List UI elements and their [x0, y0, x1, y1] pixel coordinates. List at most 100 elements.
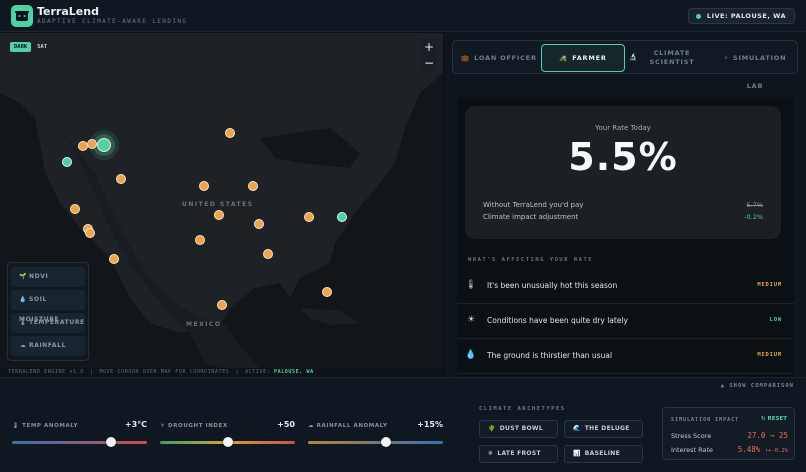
cactus-icon: 🌵: [488, 425, 496, 432]
coordinate-hint: MOVE CURSOR OVER MAP FOR COORDINATES: [99, 369, 230, 375]
farmer-face-icon: [11, 5, 33, 27]
archetype-dust-bowl[interactable]: 🌵 DUST BOWL: [479, 420, 558, 438]
map-pin[interactable]: [225, 128, 235, 138]
archetype-the-deluge[interactable]: 🌊 THE DELUGE: [564, 420, 643, 438]
map-view[interactable]: DARK SAT + − UNITED STATES MEXICO 🌱 NDVI …: [0, 33, 443, 369]
map-pin[interactable]: [85, 228, 95, 238]
tab-loan-officer[interactable]: 💼 LOAN OFFICER: [459, 44, 539, 72]
archetype-label: THE DELUGE: [584, 425, 630, 432]
slider-label: ☁ RAINFALL ANOMALY: [308, 423, 388, 429]
rate-label: Your Rate Today: [595, 124, 651, 132]
map-style-toggle: DARK SAT: [10, 42, 51, 52]
map-pin-palouse[interactable]: [97, 138, 111, 152]
snowflake-icon: ❄: [488, 450, 494, 457]
interest-value: 5.48%: [737, 445, 761, 454]
slider-value: +50: [277, 420, 295, 429]
tab-label: FARMER: [572, 54, 607, 62]
slider-value: +3°C: [124, 420, 147, 429]
map-pin[interactable]: [254, 219, 264, 229]
map-pin[interactable]: [199, 181, 209, 191]
cloud-rain-icon: ☁: [19, 342, 27, 349]
country-label-us: UNITED STATES: [182, 201, 254, 208]
stress-score-row: Stress Score 27.0 → 25: [671, 431, 788, 440]
layer-rainfall[interactable]: ☁ RAINFALL: [11, 336, 85, 356]
reset-button[interactable]: ↻ RESET: [761, 416, 787, 422]
live-location-badge[interactable]: LIVE: PALOUSE, WA: [687, 8, 795, 24]
map-pin[interactable]: [109, 254, 119, 264]
map-status-bar: TERRALEND ENGINE v1.0 | MOVE CURSOR OVER M…: [0, 368, 443, 377]
tractor-icon: 🚜: [559, 54, 569, 62]
factor-row: 💧 The ground is thirstier than usual MED…: [457, 339, 794, 374]
slider-value: +15%: [417, 420, 443, 429]
map-pin[interactable]: [87, 139, 97, 149]
layer-label: RAINFALL: [29, 342, 67, 349]
archetype-label: LATE FROST: [497, 450, 541, 457]
briefcase-icon: 💼: [461, 54, 471, 62]
map-pin[interactable]: [263, 249, 273, 259]
slider-track[interactable]: [308, 441, 443, 444]
slider-thumb[interactable]: [222, 437, 233, 447]
climate-adjustment-row: Climate impact adjustment -0.2%: [483, 213, 763, 221]
flood-icon: 🌊: [573, 425, 581, 432]
slider-track[interactable]: [12, 441, 147, 444]
thermometer-icon: 🌡: [12, 423, 20, 429]
droplet-icon: 💧: [19, 296, 28, 303]
layer-ndvi[interactable]: 🌱 NDVI: [11, 267, 85, 287]
persona-tabs: 💼 LOAN OFFICER 🚜 FARMER 🔬 CLIMATE SCIENTIST …: [452, 40, 798, 90]
live-location-label: LIVE: PALOUSE, WA: [706, 12, 786, 20]
slider-thumb[interactable]: [381, 437, 392, 447]
factor-level: LOW: [769, 317, 782, 323]
droplet-icon: 💧: [465, 350, 477, 360]
layer-temperature[interactable]: 🌡 TEMPERATURE: [11, 313, 85, 333]
farmer-view[interactable]: Your Rate Today 5.5% Without TerraLend y…: [457, 97, 794, 377]
factor-level: MEDIUM: [757, 282, 782, 288]
stress-label: Stress Score: [671, 432, 712, 440]
show-comparison-button[interactable]: ▲ SHOW COMPARISON: [720, 383, 794, 389]
factor-text: Conditions have been quite dry lately: [487, 316, 628, 325]
map-pin[interactable]: [62, 157, 72, 167]
map-pin[interactable]: [214, 210, 224, 220]
simulation-impact-card: SIMULATION IMPACT ↻ RESET Stress Score 2…: [662, 407, 795, 460]
rate-value: 5.5%: [568, 135, 678, 179]
map-pin[interactable]: [248, 181, 258, 191]
zoom-out-button[interactable]: −: [423, 56, 435, 70]
thermometer-icon: 🌡: [465, 280, 477, 290]
map-pin[interactable]: [304, 212, 314, 222]
zoom-controls: + −: [421, 39, 437, 71]
map-pin[interactable]: [195, 235, 205, 245]
leaf-icon: 🌱: [19, 273, 28, 280]
map-pin[interactable]: [322, 287, 332, 297]
slider-label: ☀ DROUGHT INDEX: [160, 423, 228, 429]
toggle-dark[interactable]: DARK: [10, 42, 32, 52]
adjustment-value: -0.2%: [744, 213, 763, 221]
interest-value-group: 5.48% ↑+-0.2%: [738, 445, 788, 454]
interest-label: Interest Rate: [671, 446, 714, 454]
zoom-in-button[interactable]: +: [423, 40, 435, 54]
map-pin[interactable]: [337, 212, 347, 222]
sun-icon: ☀: [160, 423, 166, 429]
tab-label: LOAN OFFICER: [474, 54, 537, 62]
archetype-late-frost[interactable]: ❄ LATE FROST: [479, 445, 558, 463]
adjustment-label: Climate impact adjustment: [483, 213, 579, 221]
interest-delta: ↑+-0.2%: [764, 448, 788, 454]
factor-text: The ground is thirstier than usual: [487, 351, 613, 360]
factor-row: 🌡 It's been unusually hot this season ME…: [457, 269, 794, 304]
slider-thumb[interactable]: [105, 437, 116, 447]
microscope-icon: 🔬: [629, 53, 638, 61]
layer-soil-moisture[interactable]: 💧SOIL MOISTURE: [11, 290, 85, 323]
map-pin[interactable]: [70, 204, 80, 214]
live-dot-icon: [695, 14, 701, 19]
without-label: Without TerraLend you'd pay: [483, 201, 584, 209]
toggle-sat[interactable]: SAT: [37, 44, 48, 50]
tab-climate-scientist[interactable]: 🔬 CLIMATE SCIENTIST: [629, 44, 715, 72]
factor-text: It's been unusually hot this season: [487, 281, 618, 290]
factor-row: ☀ Conditions have been quite dry lately …: [457, 304, 794, 339]
rate-card: Your Rate Today 5.5% Without TerraLend y…: [465, 106, 781, 239]
tab-simulation-lab[interactable]: ⚡ SIMULATION LAB: [715, 44, 795, 90]
country-label-mx: MEXICO: [186, 321, 222, 328]
tab-farmer[interactable]: 🚜 FARMER: [541, 44, 625, 72]
without-terralend-row: Without TerraLend you'd pay 5.7%: [483, 201, 763, 209]
map-pin[interactable]: [217, 300, 227, 310]
archetype-baseline[interactable]: 📊 BASELINE: [564, 445, 643, 463]
map-pin[interactable]: [116, 174, 126, 184]
